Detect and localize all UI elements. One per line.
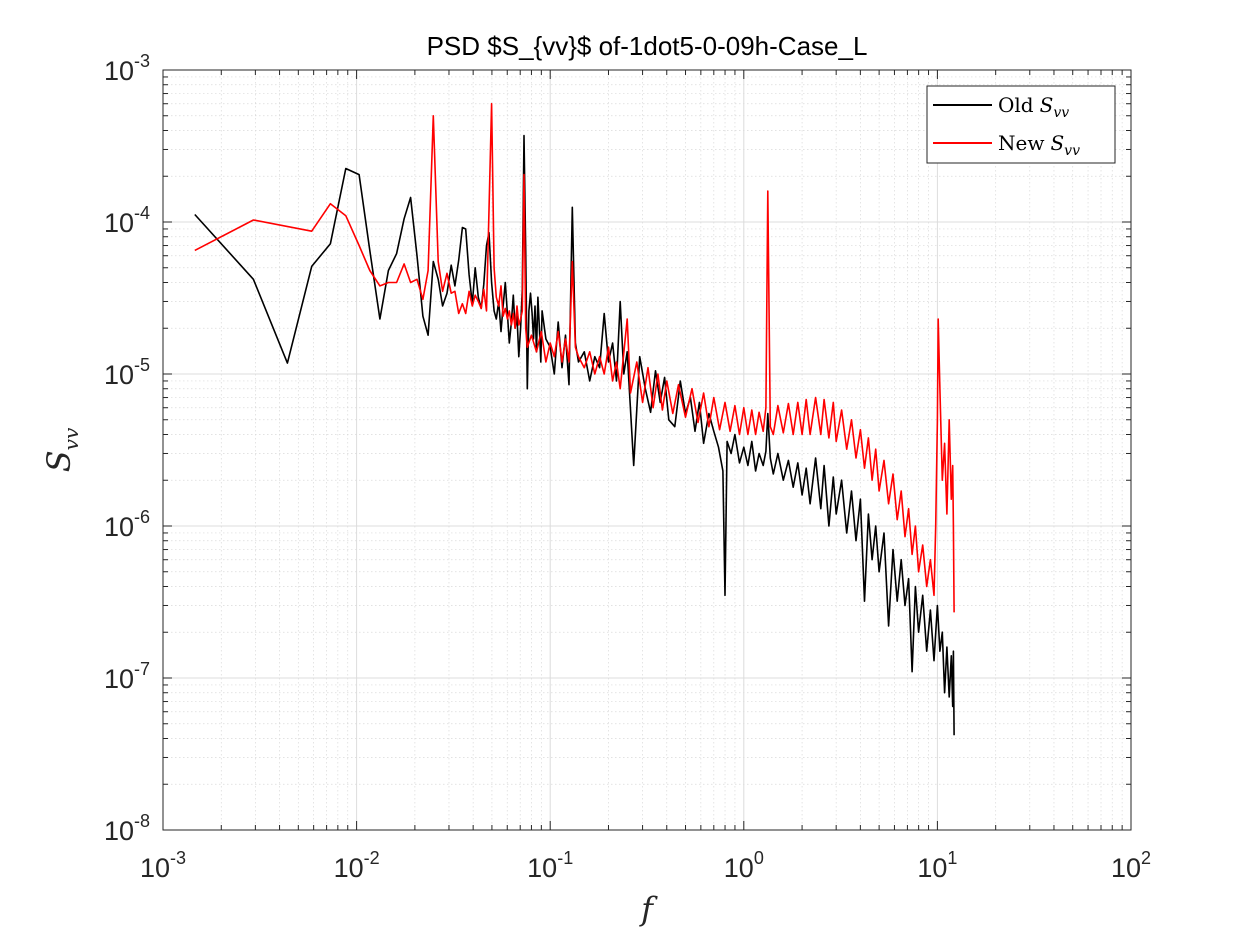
legend-label-new: New [998,131,1044,155]
x-tick-base: 10 [1111,853,1141,883]
x-tick-exponent: -2 [364,848,380,868]
y-tick-base: 10 [104,816,134,846]
x-tick-label: 102 [1111,848,1151,883]
y-tick-label: 10-5 [104,355,150,390]
y-tick-exponent: -8 [134,811,150,831]
y-tick-base: 10 [104,512,134,542]
y-tick-exponent: -4 [134,203,150,223]
y-tick-exponent: -5 [134,355,150,375]
axis-ticks [162,69,1132,831]
y-tick-label: 10-6 [104,507,150,542]
y-tick-base: 10 [104,56,134,86]
y-axis-label-main: S [40,450,78,472]
x-tick-exponent: -1 [557,848,573,868]
chart-title: PSD $S_{vv}$ of-1dot5-0-09h-Case_L [427,31,868,61]
x-tick-exponent: -3 [170,848,186,868]
y-axis-label: Svv [40,427,83,472]
x-tick-label: 101 [917,848,957,883]
x-tick-base: 10 [917,853,947,883]
legend-symbol-new: S [1050,131,1064,155]
y-tick-label: 10-7 [104,659,150,694]
legend-sub-new: vv [1064,143,1080,159]
series-line-new [194,102,955,613]
x-tick-base: 10 [527,853,557,883]
x-tick-label: 100 [724,848,764,883]
legend: Old Svv New Svv [926,85,1116,164]
x-tick-label: 10-3 [140,848,186,883]
x-tick-base: 10 [140,853,170,883]
y-tick-label: 10-8 [104,811,150,846]
plot-area [163,70,1131,830]
series-line-old [194,134,955,736]
series-layer [194,102,955,736]
x-tick-exponent: 0 [754,848,764,868]
x-tick-exponent: 2 [1141,848,1151,868]
legend-entry-new: New Svv [998,131,1080,159]
y-tick-base: 10 [104,664,134,694]
y-tick-label: 10-4 [104,203,150,238]
axes-box [162,69,1132,831]
legend-label-old: Old [998,93,1034,117]
y-tick-base: 10 [104,208,134,238]
x-tick-exponent: 1 [947,848,957,868]
y-tick-exponent: -7 [134,659,150,679]
legend-entry-old: Old Svv [998,93,1069,121]
tick-labels: 10-3 10-2 10-1 100 101 10210-810-710-610-510-… [104,51,1151,883]
x-tick-base: 10 [724,853,754,883]
y-tick-label: 10-3 [104,51,150,86]
legend-box [926,85,1116,164]
y-tick-exponent: -6 [134,507,150,527]
legend-symbol-old: S [1040,93,1054,117]
x-tick-label: 10-1 [527,848,573,883]
y-tick-base: 10 [104,360,134,390]
x-tick-base: 10 [334,853,364,883]
y-axis-label-sub: vv [59,427,83,450]
minor-grid [163,70,1131,830]
y-tick-exponent: -3 [134,51,150,71]
x-tick-label: 10-2 [334,848,380,883]
legend-sub-old: vv [1053,105,1069,121]
